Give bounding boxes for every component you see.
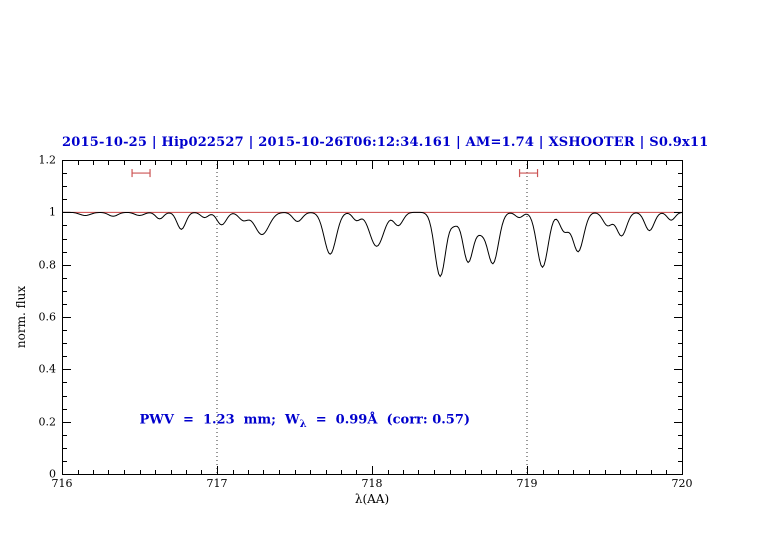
- spectrum-curve: [62, 211, 683, 278]
- x-tick-label: 718: [361, 477, 383, 490]
- x-tick-label: 716: [51, 477, 73, 490]
- y-tick-label: 0.6: [38, 310, 57, 324]
- x-tick-label: 720: [671, 477, 693, 490]
- x-tick-label: 717: [206, 477, 228, 490]
- x-axis-label: λ(AA): [354, 492, 390, 506]
- x-tick-label: 719: [516, 477, 538, 490]
- pwv-annotation-prefix: PWV = 1.23 mm; W: [139, 411, 300, 427]
- y-tick-label: 0: [49, 467, 56, 481]
- plot-frame: [62, 160, 683, 475]
- pwv-annotation-subscript: λ: [299, 418, 307, 430]
- pwv-annotation: PWV = 1.23 mm; Wλ = 0.99Å (corr: 0.57): [140, 412, 471, 430]
- y-tick-label: 1: [49, 205, 56, 219]
- plot-title: 2015-10-25 | Hip022527 | 2015-10-26T06:1…: [62, 135, 709, 150]
- y-tick-label: 0.8: [38, 258, 57, 272]
- y-tick-label: 0.2: [38, 415, 57, 429]
- pwv-annotation-suffix: = 0.99Å (corr: 0.57): [306, 411, 471, 427]
- y-tick-label: 1.2: [38, 153, 57, 167]
- y-tick-label: 0.4: [38, 362, 57, 376]
